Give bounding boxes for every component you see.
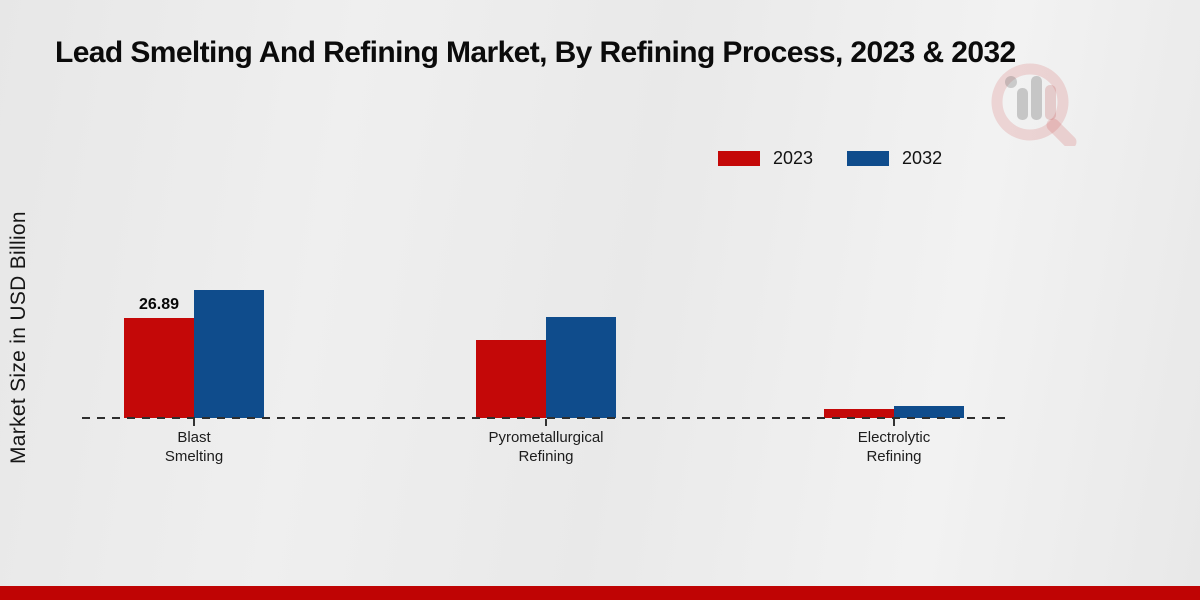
legend-label-2032: 2032 — [902, 148, 943, 168]
legend-item-2023: 2023 — [718, 148, 813, 169]
magnifier-barchart-icon — [991, 63, 1077, 149]
category-label-electrolytic-refining-line2: Refining — [866, 448, 922, 465]
bar-2032-blast-smelting — [194, 290, 264, 418]
bar-2032-pyrometallurgical-refining — [546, 317, 616, 418]
category-label-electrolytic-refining-line1: Electrolytic — [857, 429, 931, 446]
bar-2023-electrolytic-refining — [824, 409, 894, 418]
legend-swatch-2032 — [847, 151, 890, 166]
legend: 2023 2032 — [718, 148, 942, 169]
x-axis-tick-blast-smelting — [193, 419, 195, 426]
category-label-blast-smelting-line1: Blast — [177, 429, 211, 446]
chart-title: Lead Smelting And Refining Market, By Re… — [55, 36, 1016, 69]
x-axis-tick-pyrometallurgical-refining — [545, 419, 547, 426]
legend-item-2032: 2032 — [847, 148, 942, 169]
bar-2023-blast-smelting — [124, 318, 194, 418]
legend-label-2023: 2023 — [773, 148, 814, 168]
bar-value-label-26.89: 26.89 — [138, 296, 180, 313]
x-axis-tick-electrolytic-refining — [893, 419, 895, 426]
bottom-accent-bar — [0, 586, 1200, 600]
brand-logo-watermark — [986, 58, 1078, 151]
bar-2032-electrolytic-refining — [894, 406, 964, 418]
legend-swatch-2023 — [718, 151, 760, 166]
category-label-pyrometallurgical-refining-line1: Pyrometallurgical — [488, 429, 604, 446]
category-label-pyrometallurgical-refining-line2: Refining — [518, 448, 574, 465]
bar-2023-pyrometallurgical-refining — [476, 340, 546, 418]
category-label-blast-smelting-line2: Smelting — [164, 448, 224, 465]
x-axis-baseline — [82, 417, 1008, 419]
